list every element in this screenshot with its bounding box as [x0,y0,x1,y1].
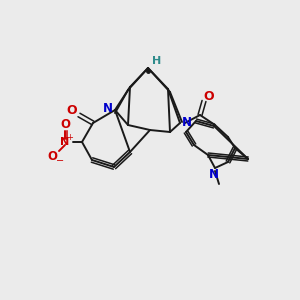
Text: O: O [60,118,70,130]
Text: N: N [103,103,113,116]
Text: O: O [67,104,77,118]
Text: H: H [152,56,162,66]
Text: O: O [204,89,214,103]
Text: N: N [182,116,192,128]
Text: N: N [60,137,70,147]
Text: +: + [67,133,73,142]
Text: O: O [47,151,57,164]
Text: N: N [209,167,219,181]
Text: −: − [56,156,64,166]
